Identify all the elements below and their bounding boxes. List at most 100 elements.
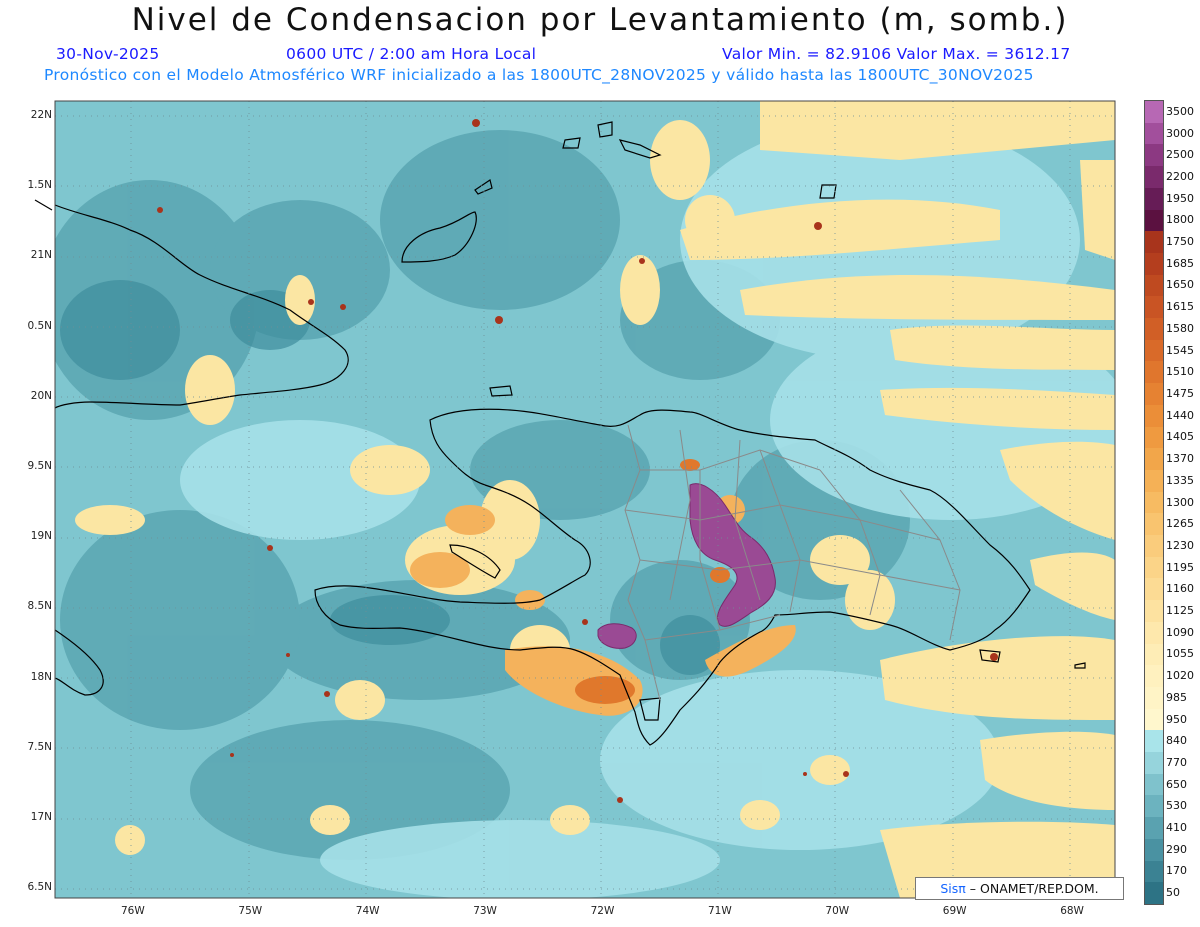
colorbar-label: 985: [1166, 690, 1187, 704]
colorbar-segment: [1145, 838, 1163, 862]
lat-tick-label: 22N: [30, 109, 52, 121]
colorbar-segment: [1145, 209, 1163, 232]
colorbar-segment: [1145, 339, 1163, 362]
colorbar-segment: [1145, 296, 1163, 319]
colorbar-label: 1020: [1166, 669, 1194, 683]
colorbar-label: 1475: [1166, 386, 1194, 400]
model-description: Pronóstico con el Modelo Atmosférico WRF…: [44, 66, 1034, 84]
colorbar-segment: [1145, 817, 1163, 840]
colorbar-segment: [1145, 187, 1163, 210]
lon-tick-label: 73W: [473, 905, 497, 917]
colorbar-label: 1370: [1166, 452, 1194, 466]
colorbar-label: 50: [1166, 886, 1180, 900]
colorbar-label: 3500: [1166, 104, 1194, 118]
colorbar-label: 1125: [1166, 604, 1194, 617]
lat-tick-label: 6.5N: [27, 881, 52, 894]
lon-tick-label: 68W: [1060, 905, 1084, 917]
colorbar-label: 1335: [1166, 473, 1194, 487]
colorbar-segment: [1145, 643, 1163, 666]
colorbar-segment: [1145, 318, 1163, 341]
colorbar-label: 1580: [1166, 321, 1194, 335]
colorbar-label: 1195: [1166, 560, 1194, 574]
colorbar-segment: [1145, 361, 1163, 384]
colorbar-segment: [1145, 448, 1163, 471]
lat-tick-label: 21N: [30, 249, 52, 262]
colorbar-segment: [1145, 708, 1163, 731]
colorbar-segment: [1145, 426, 1163, 449]
colorbar-segment: [1145, 578, 1163, 601]
colorbar-segment: [1145, 513, 1163, 536]
colorbar-segment: [1145, 860, 1163, 883]
colorbar-label: 1090: [1166, 625, 1194, 639]
colorbar-label: 1055: [1166, 647, 1194, 661]
colorbar-segment: [1145, 491, 1163, 514]
colorbar-label: 1440: [1166, 408, 1194, 422]
lat-tick-label: 1.5N: [27, 179, 52, 192]
colorbar-label: 1160: [1166, 582, 1194, 596]
map-frame: [54, 100, 1116, 899]
forecast-date: 30-Nov-2025: [56, 45, 160, 63]
lon-tick-label: 75W: [238, 905, 263, 917]
colorbar-label: 290: [1166, 842, 1187, 856]
colorbar-label: 1950: [1166, 191, 1194, 205]
colorbar-label: 1405: [1166, 430, 1194, 444]
lat-tick-label: 9.5N: [27, 460, 52, 472]
colorbar-label: 1750: [1166, 235, 1194, 249]
colorbar-segment: [1145, 231, 1163, 254]
lat-tick-label: 0.5N: [27, 319, 52, 332]
colorbar-segment: [1145, 773, 1163, 796]
lon-tick-label: 71W: [708, 905, 732, 917]
colorbar-label: 530: [1166, 799, 1187, 813]
province-borders: [624, 424, 961, 701]
colorbar-label: 840: [1166, 734, 1187, 748]
colorbar-label: 650: [1166, 777, 1187, 791]
lon-tick-label: 76W: [121, 905, 145, 917]
lon-tick-label: 70W: [825, 905, 850, 917]
lon-tick-label: 72W: [590, 905, 615, 917]
colorbar-segment: [1145, 795, 1163, 818]
lat-tick-label: 18N: [30, 670, 52, 683]
colorbar-segment: [1145, 686, 1163, 710]
colorbar-label: 1800: [1166, 213, 1194, 227]
colorbar-segment: [1145, 383, 1163, 406]
colorbar-label: 770: [1166, 755, 1187, 769]
colorbar-label: 1510: [1166, 365, 1194, 379]
colorbar-segment: [1145, 665, 1163, 688]
colorbar-label: 2500: [1166, 148, 1194, 162]
coastlines: [34, 121, 1086, 746]
colorbar-label: 1685: [1166, 256, 1194, 270]
credit-box: Sisπ – ONAMET/REP.DOM.: [915, 877, 1124, 900]
sispi-logo-text: Sisπ: [940, 881, 966, 896]
colorbar-segment: [1145, 556, 1163, 579]
colorbar-label: 2200: [1166, 169, 1194, 183]
credit-text: – ONAMET/REP.DOM.: [969, 881, 1099, 896]
graticule: [55, 101, 1115, 898]
colorbar-segment: [1145, 469, 1163, 493]
colorbar-segment: [1145, 122, 1163, 145]
colorbar-segment: [1145, 600, 1163, 623]
colorbar-segment: [1145, 404, 1163, 428]
colorbar-label: 1300: [1166, 495, 1194, 509]
colorbar-label: 1545: [1166, 343, 1194, 357]
forecast-time: 0600 UTC / 2:00 am Hora Local: [286, 45, 537, 63]
chart-title: Nivel de Condensacion por Levantamiento …: [131, 2, 1069, 38]
colorbar-segment: [1145, 252, 1163, 276]
colorbar-segment: [1145, 730, 1163, 753]
colorbar-label: 950: [1166, 712, 1187, 726]
max-lcl-areas: [597, 483, 776, 649]
lat-tick-label: 7.5N: [27, 740, 52, 753]
colorbar-label: 3000: [1166, 126, 1194, 140]
lat-tick-label: 8.5N: [27, 600, 52, 613]
min-max-values: Valor Min. = 82.9106 Valor Max. = 3612.1…: [722, 45, 1071, 63]
colorbar-segment: [1145, 101, 1163, 124]
colorbar-segment: [1145, 752, 1163, 775]
lat-tick-label: 20N: [30, 389, 52, 402]
dark-orange-lcl-areas: [575, 459, 730, 704]
lon-tick-label: 69W: [942, 905, 967, 917]
colorbar-label: 170: [1166, 864, 1187, 878]
colorbar-segment: [1145, 882, 1163, 905]
colorbar-label: 1615: [1166, 300, 1194, 314]
lon-tick-label: 74W: [355, 905, 380, 917]
colorbar-segment: [1145, 166, 1163, 189]
